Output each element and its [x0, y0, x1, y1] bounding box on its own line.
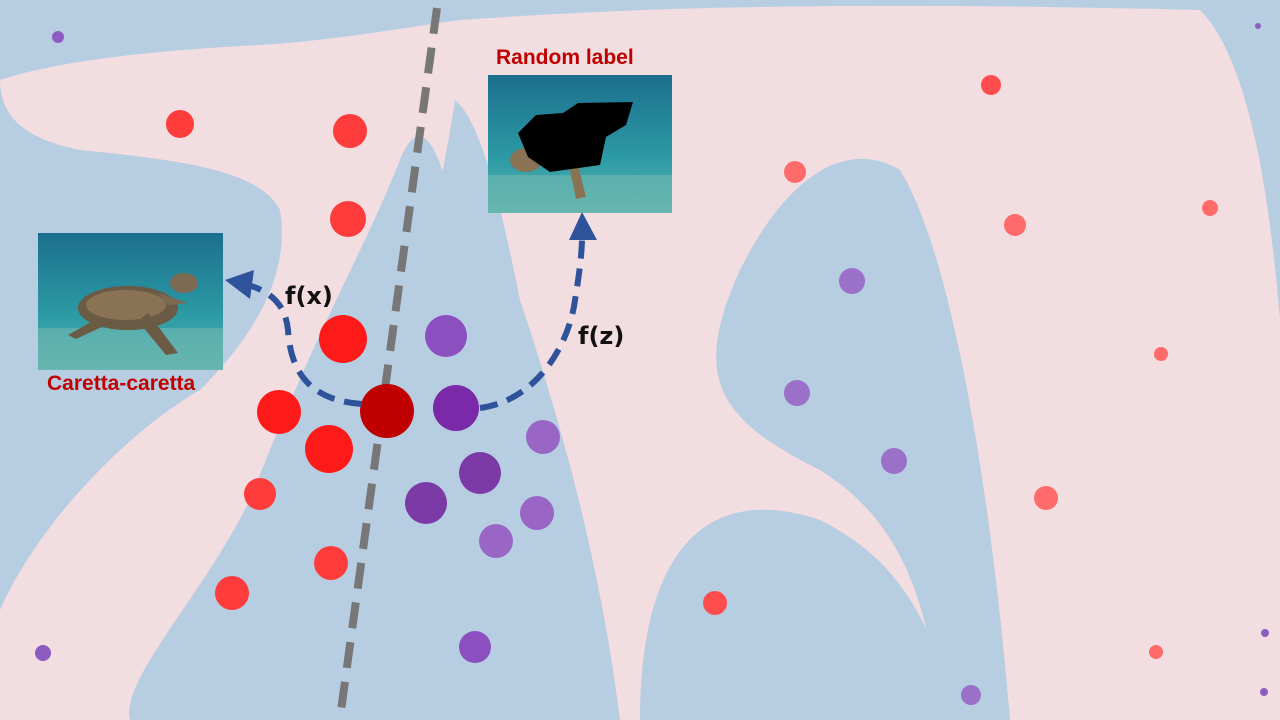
red-point: [166, 110, 194, 138]
red-point: [1004, 214, 1026, 236]
occluded-sea-turtle-photo-icon: [488, 75, 672, 213]
arrow-fz-head: [569, 212, 597, 240]
purple-point: [1260, 688, 1268, 696]
purple-point: [459, 452, 501, 494]
caretta-caption: Caretta-caretta: [47, 372, 196, 395]
fx-label: f(x): [285, 282, 333, 310]
random-label-caption: Random label: [496, 46, 634, 69]
red-point: [314, 546, 348, 580]
purple-point: [961, 685, 981, 705]
red-point: [784, 161, 806, 183]
red-point: [257, 390, 301, 434]
purple-point: [784, 380, 810, 406]
red-point: [330, 201, 366, 237]
purple-points: [35, 23, 1269, 705]
red-point: [333, 114, 367, 148]
arrow-fx: [247, 282, 363, 407]
occlusion-mask: [518, 102, 633, 172]
purple-point: [1255, 23, 1261, 29]
red-point: [244, 478, 276, 510]
purple-point: [35, 645, 51, 661]
caretta-image: [38, 233, 223, 370]
red-point: [1202, 200, 1218, 216]
arrow-fz: [479, 237, 585, 411]
purple-point: [1261, 629, 1269, 637]
purple-point: [425, 315, 467, 357]
purple-point: [520, 496, 554, 530]
sea-turtle-photo-icon: [38, 233, 223, 370]
random-label-image: [488, 75, 672, 213]
arrow-fx-head: [225, 270, 254, 299]
red-point: [319, 315, 367, 363]
red-point: [215, 576, 249, 610]
red-point: [1149, 645, 1163, 659]
red-point: [1034, 486, 1058, 510]
purple-point: [526, 420, 560, 454]
blue-inlet-right: [716, 158, 1010, 720]
purple-point: [459, 631, 491, 663]
fz-label: f(z): [578, 322, 625, 350]
purple-point: [881, 448, 907, 474]
purple-point: [479, 524, 513, 558]
red-point: [305, 425, 353, 473]
query-point: [360, 384, 414, 438]
purple-point: [405, 482, 447, 524]
red-point: [1154, 347, 1168, 361]
purple-point: [839, 268, 865, 294]
purple-point: [433, 385, 479, 431]
red-point: [703, 591, 727, 615]
red-point: [981, 75, 1001, 95]
purple-point: [52, 31, 64, 43]
red-points: [166, 75, 1218, 659]
